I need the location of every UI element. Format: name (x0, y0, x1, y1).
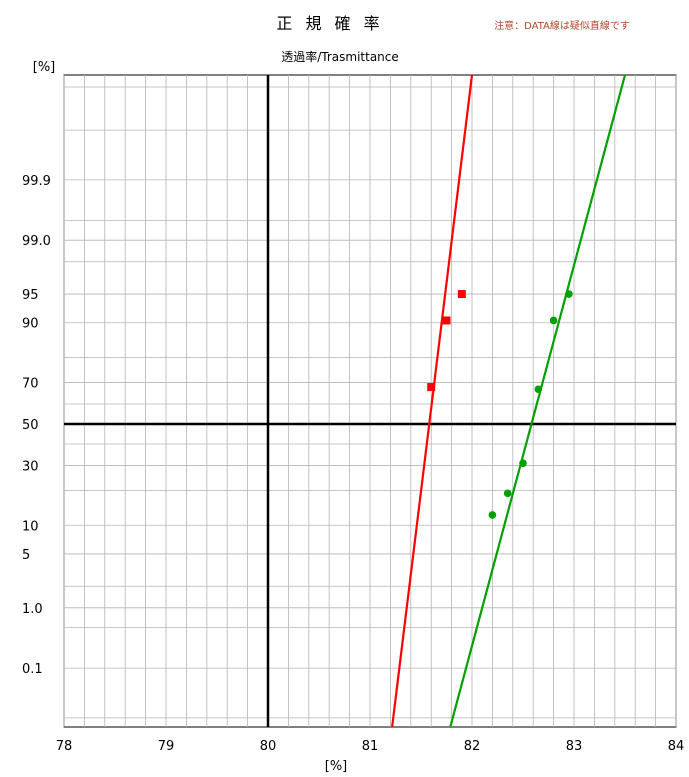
chart-note: 注意：DATA線は疑似直線です (494, 19, 630, 32)
x-tick-label: 80 (260, 739, 277, 754)
series-2-point (565, 290, 573, 298)
series-1-point (427, 383, 436, 392)
series-1-point (442, 316, 451, 325)
y-tick-label: 99.9 (22, 174, 51, 189)
series-2-point (503, 489, 512, 498)
series-2-point (519, 459, 527, 467)
y-tick-label: 50 (22, 418, 39, 433)
x-tick-label: 83 (566, 739, 583, 754)
x-tick-label: 79 (158, 739, 175, 754)
y-tick-label: 5 (22, 548, 30, 563)
plot-area: 78 79 80 81 82 83 84 99.9 99.0 95 90 70 50 30 10 5 1.0 0.… (22, 74, 685, 754)
series-2-point (534, 385, 543, 394)
y-tick-label: 70 (22, 377, 39, 392)
chart-subtitle: 透過率/Trasmittance (281, 49, 399, 64)
series-2-fit-line (449, 75, 627, 727)
chart-title: 正 規 確 率 (276, 14, 383, 33)
x-tick-label: 84 (668, 739, 685, 754)
series-1-point (457, 290, 466, 299)
x-axis-unit: [%] (325, 759, 348, 774)
y-axis-unit: [%] (33, 60, 56, 75)
series-2-point (549, 316, 558, 325)
y-tick-label: 30 (22, 459, 39, 474)
x-tick-label: 78 (56, 739, 73, 754)
x-tick-label: 82 (464, 739, 481, 754)
x-tick-label: 81 (362, 739, 379, 754)
y-tick-label: 1.0 (22, 602, 43, 617)
series-1-fit-line (391, 75, 474, 727)
y-tick-label: 10 (22, 519, 39, 534)
y-tick-label: 95 (22, 288, 39, 303)
y-tick-label: 0.1 (22, 662, 43, 677)
y-tick-label: 90 (22, 317, 39, 332)
y-tick-label: 99.0 (22, 234, 51, 249)
series-2-point (488, 511, 497, 519)
